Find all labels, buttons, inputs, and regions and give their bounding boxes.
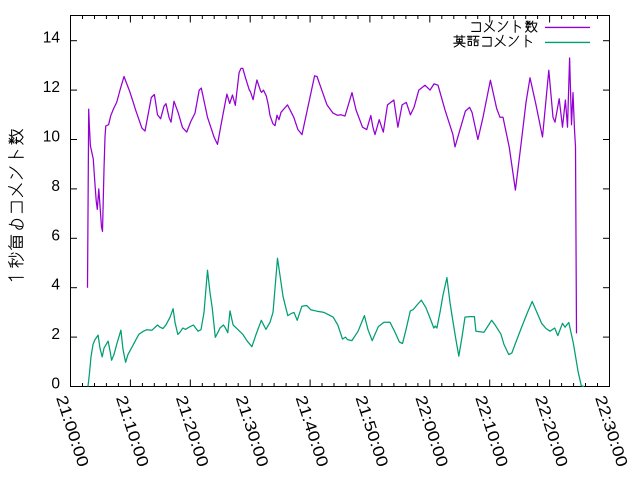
- svg-text:2: 2: [51, 326, 60, 343]
- svg-text:12: 12: [43, 79, 60, 96]
- svg-text:8: 8: [51, 178, 60, 195]
- svg-text:0: 0: [51, 376, 60, 393]
- svg-text:10: 10: [43, 129, 61, 146]
- svg-text:6: 6: [51, 227, 60, 244]
- svg-text:4: 4: [51, 277, 60, 294]
- svg-text:14: 14: [43, 30, 61, 47]
